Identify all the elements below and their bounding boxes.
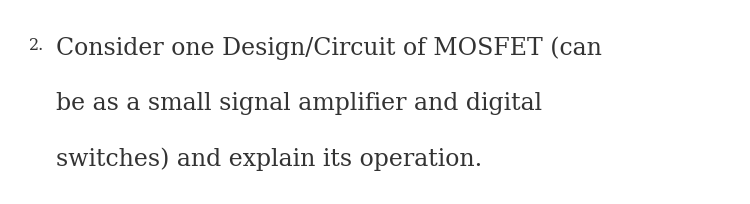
Text: 2.: 2. [28, 37, 44, 54]
Text: be as a small signal amplifier and digital: be as a small signal amplifier and digit… [56, 92, 542, 115]
Text: Consider one Design/Circuit of MOSFET (can: Consider one Design/Circuit of MOSFET (c… [56, 37, 602, 60]
Text: switches) and explain its operation.: switches) and explain its operation. [56, 147, 482, 170]
